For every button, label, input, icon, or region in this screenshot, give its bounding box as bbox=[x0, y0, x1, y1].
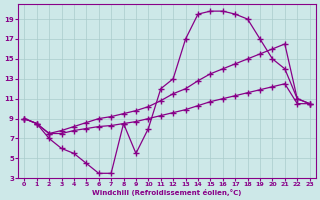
X-axis label: Windchill (Refroidissement éolien,°C): Windchill (Refroidissement éolien,°C) bbox=[92, 189, 242, 196]
